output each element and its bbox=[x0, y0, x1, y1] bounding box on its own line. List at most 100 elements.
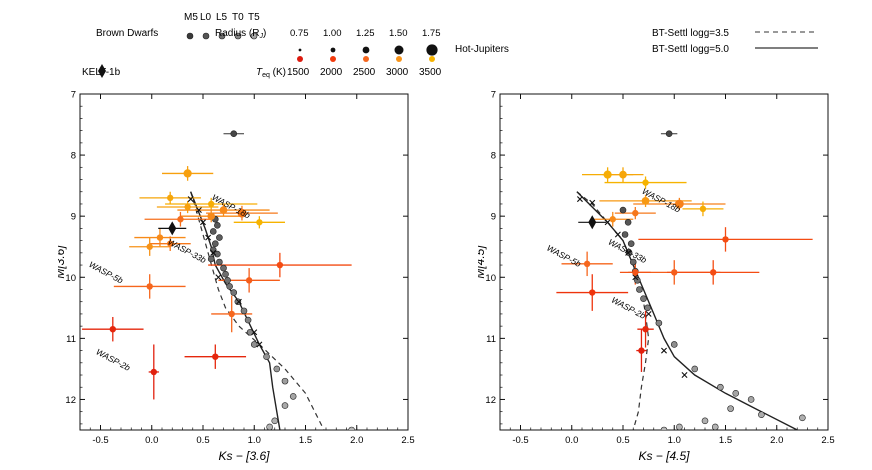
brown-dwarf-point bbox=[224, 277, 231, 284]
brown-dwarf-point bbox=[263, 353, 270, 360]
brown-dwarf-point bbox=[701, 417, 709, 425]
teq-color-dot bbox=[396, 56, 402, 62]
brown-dwarf-point bbox=[691, 365, 699, 373]
brown-dwarf-point bbox=[627, 240, 635, 247]
brown-dwarf-point bbox=[640, 295, 647, 302]
y-tick-label: 7 bbox=[71, 90, 76, 101]
radius-value-label: 1.25 bbox=[356, 28, 375, 39]
brown-dwarf-point bbox=[644, 304, 651, 312]
hot-jupiter-point bbox=[184, 203, 191, 211]
x-tick-label: -0.5 bbox=[512, 435, 528, 446]
hot-jupiter-point bbox=[150, 368, 157, 376]
spectral-type-dot bbox=[186, 32, 194, 40]
hot-jupiter-point bbox=[583, 260, 591, 268]
spectral-type-label: T0 bbox=[232, 12, 244, 23]
hot-jupiter-point bbox=[156, 234, 164, 241]
hot-jupiter-point bbox=[208, 200, 215, 208]
y-tick-label: 11 bbox=[486, 334, 496, 345]
brown-dwarf-point bbox=[207, 255, 215, 263]
x-marker-point bbox=[235, 298, 242, 305]
teq-value-label: 2000 bbox=[320, 67, 343, 78]
radius-dot bbox=[298, 48, 302, 52]
hot-jupiter-point bbox=[638, 347, 645, 354]
brown-dwarf-point bbox=[230, 130, 238, 138]
model-dashed-label: BT-Settl logg=3.5 bbox=[652, 28, 729, 39]
x-tick-label: 1.5 bbox=[299, 435, 312, 446]
hot-jupiter-point bbox=[212, 353, 219, 360]
teq-value-label: 2500 bbox=[353, 67, 376, 78]
hot-jupiter-point bbox=[109, 326, 116, 333]
y-tick-label: 7 bbox=[491, 90, 496, 101]
teq-color-dots bbox=[297, 56, 435, 62]
model-solid-label: BT-Settl logg=5.0 bbox=[652, 44, 729, 55]
brown-dwarf-point bbox=[220, 264, 227, 272]
x-tick-label: 2.0 bbox=[350, 435, 363, 446]
hot-jupiter-point bbox=[642, 179, 649, 186]
plot-area bbox=[82, 130, 355, 430]
teq-color-dot bbox=[363, 56, 369, 62]
x-marker-point bbox=[681, 372, 688, 379]
radius-value-label: 1.75 bbox=[422, 28, 441, 39]
radius-dots bbox=[298, 44, 438, 56]
y-axis-ticks: 7 8 9 10 11 12 bbox=[65, 90, 408, 425]
y-axis-ticks: 7 8 9 10 11 12 bbox=[485, 90, 828, 425]
spectral-type-label: L5 bbox=[216, 12, 228, 23]
spectral-type-label: M5 bbox=[184, 12, 198, 23]
radius-value-label: 1.50 bbox=[389, 28, 408, 39]
x-marker-point bbox=[205, 234, 212, 241]
x-marker-point bbox=[195, 207, 202, 214]
teq-color-dot bbox=[429, 56, 435, 62]
brown-dwarf-point bbox=[348, 426, 355, 430]
x-marker-point bbox=[576, 196, 583, 203]
y-axis-label: M[3.6] bbox=[58, 245, 67, 279]
teq-value-labels: 1500 2000 2500 3000 3500 bbox=[287, 67, 442, 78]
hot-jupiter-point bbox=[671, 269, 678, 276]
hot-jupiter-point bbox=[632, 269, 639, 276]
y-tick-label: 9 bbox=[491, 212, 496, 223]
x-axis-label: Ks − [4.5] bbox=[638, 449, 690, 463]
hot-jupiter-point bbox=[276, 261, 284, 269]
hot-jupiter-point bbox=[632, 209, 639, 217]
hot-jupiter-point bbox=[177, 216, 184, 223]
radius-dot bbox=[362, 46, 370, 54]
brown-dwarf-point bbox=[271, 417, 279, 425]
y-tick-label: 10 bbox=[485, 273, 496, 284]
x-tick-label: 2.5 bbox=[401, 435, 414, 446]
spectral-type-label: T5 bbox=[248, 12, 260, 23]
hot-jupiter-point bbox=[619, 170, 627, 179]
brown-dwarf-point bbox=[222, 270, 229, 278]
radius-value-label: 1.00 bbox=[323, 28, 342, 39]
x-marker-point bbox=[251, 329, 258, 336]
brown-dwarf-point bbox=[625, 249, 633, 257]
brown-dwarf-point bbox=[670, 341, 678, 348]
teq-value-label: 3500 bbox=[419, 67, 442, 78]
teq-value-label: 1500 bbox=[287, 67, 310, 78]
y-tick-label: 12 bbox=[65, 395, 76, 406]
hot-jupiter-point bbox=[699, 205, 707, 213]
hot-jupiter-point bbox=[207, 212, 216, 221]
brown-dwarf-point bbox=[732, 390, 740, 397]
spectral-type-dots bbox=[186, 32, 258, 40]
spectral-type-dot bbox=[234, 32, 242, 40]
y-tick-label: 12 bbox=[485, 395, 496, 406]
x-marker-point bbox=[632, 274, 639, 281]
brown-dwarf-point bbox=[289, 393, 297, 400]
brown-dwarf-point bbox=[711, 423, 719, 430]
x-marker-point bbox=[210, 249, 217, 256]
brown-dwarfs-label: Brown Dwarfs bbox=[96, 28, 158, 39]
hot-jupiter-point bbox=[722, 236, 729, 243]
x-axis-ticks: -0.5 0.0 0.5 1.0 1.5 2.0 2.5 bbox=[509, 94, 835, 446]
x-tick-label: 1.0 bbox=[668, 435, 681, 446]
teq-value-label: 3000 bbox=[386, 67, 409, 78]
radius-dot bbox=[394, 45, 404, 55]
brown-dwarf-point bbox=[758, 411, 765, 419]
hot-jupiter-point bbox=[167, 240, 174, 247]
x-marker-point bbox=[645, 310, 652, 317]
x-marker-point bbox=[625, 249, 632, 256]
x-marker-point bbox=[215, 274, 222, 281]
plot-area bbox=[556, 130, 813, 430]
hot-jupiter-point bbox=[146, 283, 153, 290]
x-tick-label: 1.0 bbox=[248, 435, 261, 446]
y-tick-label: 8 bbox=[491, 151, 496, 162]
y-tick-label: 10 bbox=[65, 273, 76, 284]
